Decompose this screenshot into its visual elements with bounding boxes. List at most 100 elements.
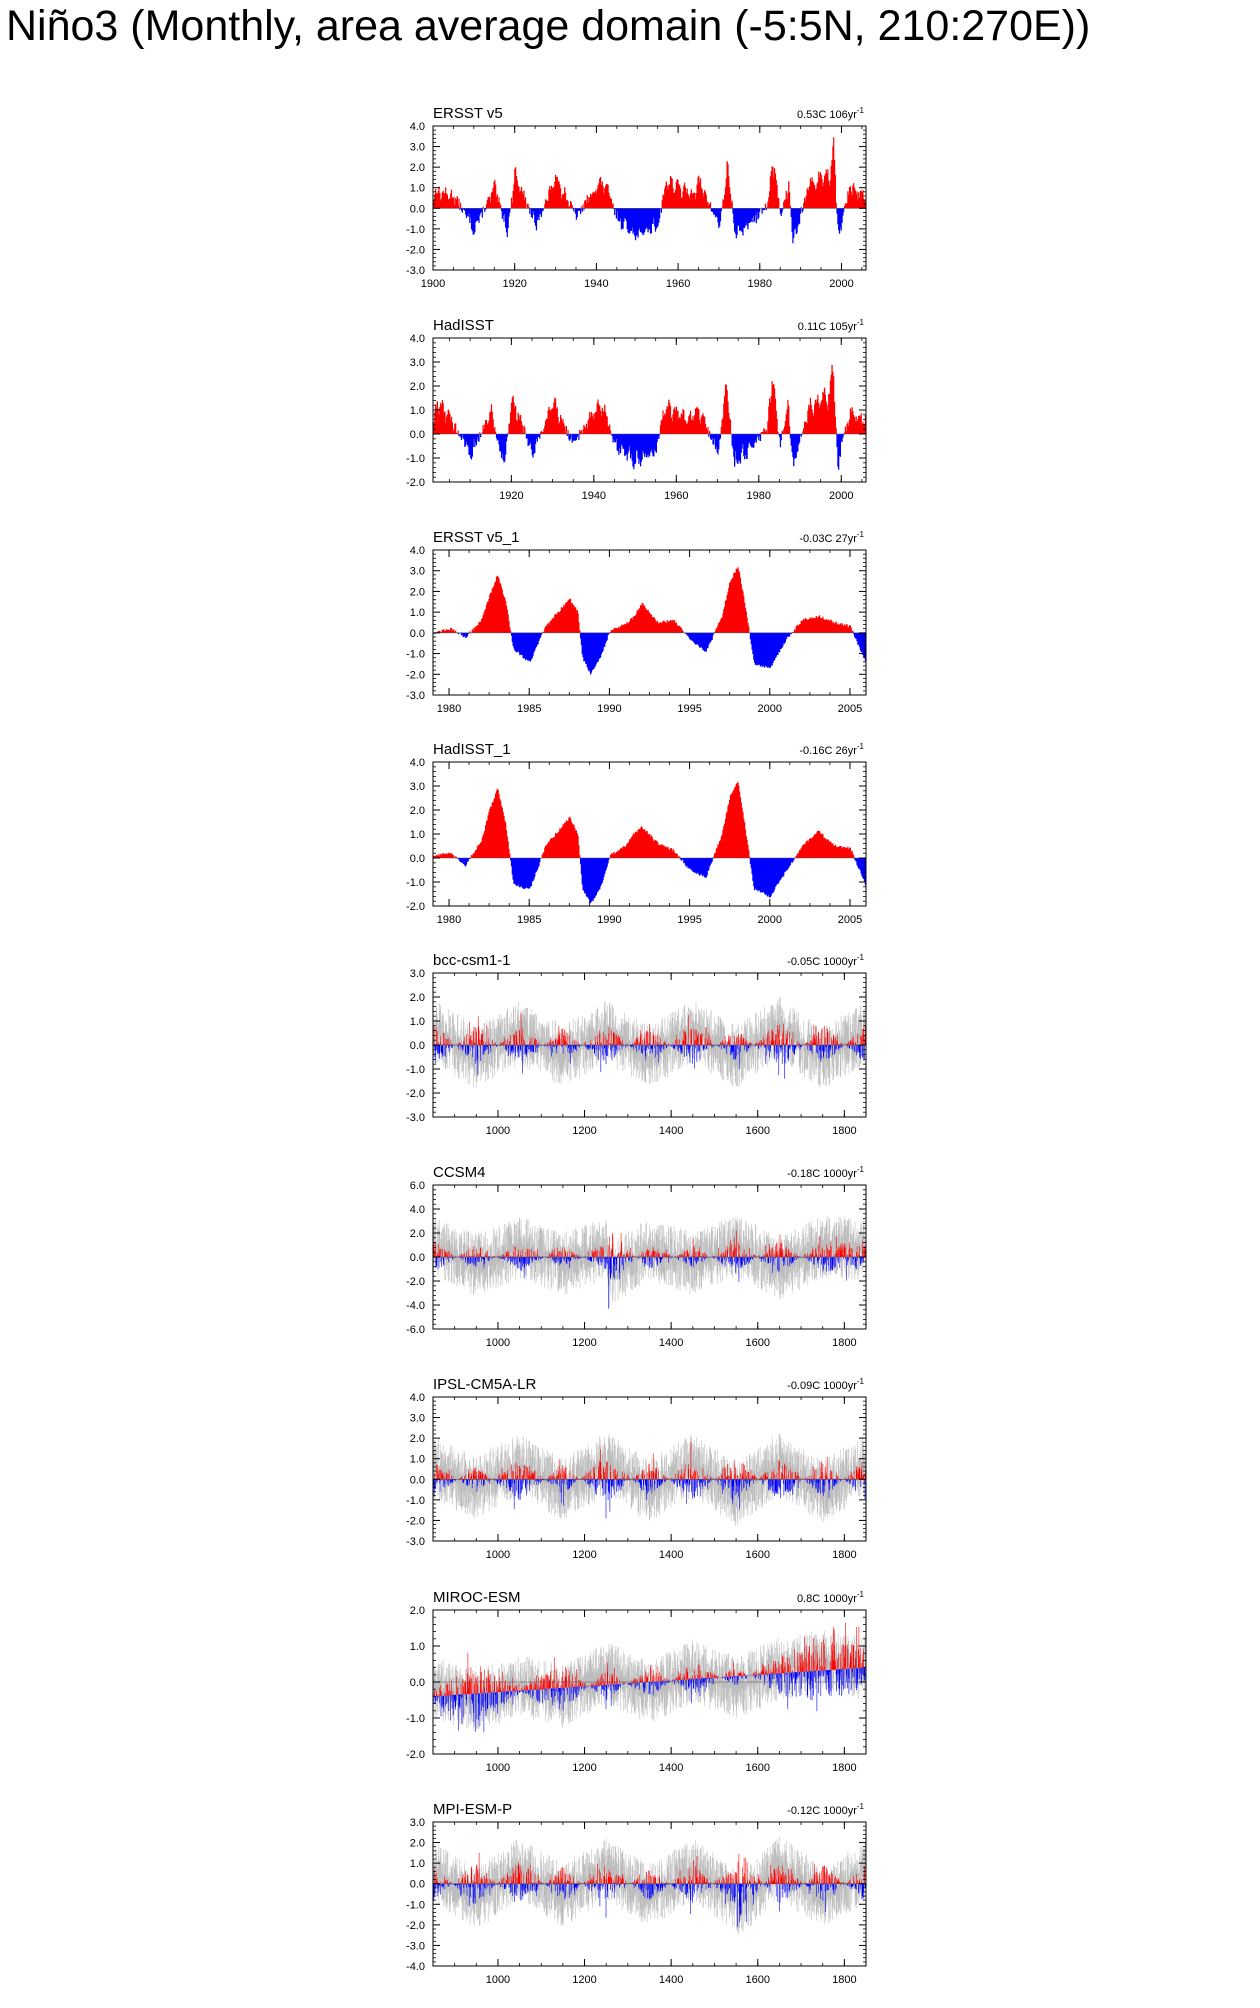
negative-anomaly-series — [433, 1045, 865, 1079]
x-tick-label: 1990 — [597, 703, 621, 715]
plot-area — [433, 567, 866, 675]
y-tick-label: -1.0 — [406, 1713, 425, 1725]
trend-label: -0.03C 27yr-1 — [799, 530, 864, 545]
x-tick-label: 1980 — [747, 490, 771, 502]
panel-title: CCSM4 — [433, 1164, 486, 1181]
y-tick-label: -3.0 — [406, 1536, 425, 1548]
y-tick-label: 4.0 — [410, 1392, 425, 1404]
x-tick-label: 1000 — [486, 1337, 510, 1349]
y-tick-label: 1.0 — [410, 1454, 425, 1466]
trend-label: 0.53C 106yr-1 — [797, 106, 865, 121]
plot-area — [433, 1216, 866, 1309]
x-tick-label: 1960 — [664, 490, 688, 502]
x-tick-label: 1980 — [437, 914, 461, 926]
trend-label: 0.8C 1000yr-1 — [797, 1590, 865, 1605]
ensemble-spread — [433, 1630, 866, 1731]
x-tick-label: 1800 — [832, 1974, 856, 1986]
y-tick-label: -2.0 — [406, 1920, 425, 1932]
chart-panel: HadISST 0.11C 105yr-1 -2.0 -1.0 0.0 1.0 2.0 3.0… — [406, 317, 867, 502]
y-tick-label: 2.0 — [410, 1433, 425, 1445]
y-tick-label: -2.0 — [406, 901, 425, 913]
y-tick-label: 6.0 — [410, 1180, 425, 1192]
x-tick-label: 1600 — [746, 1974, 770, 1986]
y-tick-label: 0.0 — [410, 429, 425, 441]
y-tick-label: 1.0 — [410, 1858, 425, 1870]
plot-area — [433, 364, 866, 470]
y-tick-label: 0.0 — [410, 1040, 425, 1052]
x-tick-label: 1940 — [584, 278, 608, 290]
y-tick-label: -1.0 — [406, 224, 425, 236]
y-tick-label: 4.0 — [410, 757, 425, 769]
trend-label: -0.09C 1000yr-1 — [787, 1377, 864, 1392]
positive-anomaly-series — [433, 782, 855, 858]
chart-panel: IPSL-CM5A-LR -0.09C 1000yr-1 -3.0 -2.0 -1.0 0… — [406, 1376, 867, 1561]
chart-panel: MIROC-ESM 0.8C 1000yr-1 -2.0 -1.0 0.0 1.0 2.0 1… — [406, 1589, 867, 1774]
x-tick-label: 2000 — [758, 703, 782, 715]
plot-area — [433, 996, 866, 1088]
plot-frame — [432, 337, 867, 483]
positive-anomaly-series — [433, 1622, 866, 1697]
chart-panel: bcc-csm1-1 -0.05C 1000yr-1 -3.0 -2.0 -1.0 0.0… — [406, 952, 867, 1137]
plot-area — [433, 1433, 866, 1527]
x-tick-label: 1200 — [572, 1974, 596, 1986]
y-tick-label: 3.0 — [410, 1413, 425, 1425]
y-tick-label: 3.0 — [410, 1817, 425, 1829]
y-tick-label: -3.0 — [406, 690, 425, 702]
negative-anomaly-series — [435, 1257, 866, 1309]
x-tick-label: 1980 — [437, 703, 461, 715]
y-tick-label: -2.0 — [406, 669, 425, 681]
chart-panel: ERSST v5_1 -0.03C 27yr-1 -3.0 -2.0 -1.0 0.0 1.… — [406, 529, 867, 715]
plot-frame — [432, 125, 867, 271]
y-tick-label: 3.0 — [410, 142, 425, 154]
x-tick-label: 1920 — [502, 278, 526, 290]
panel-title: ERSST v5 — [433, 105, 503, 122]
page-title: Niño3 (Monthly, area average domain (-5:… — [6, 2, 1091, 50]
y-tick-label: 0.0 — [410, 1677, 425, 1689]
y-tick-label: 3.0 — [410, 357, 425, 369]
trend-label: -0.05C 1000yr-1 — [787, 953, 864, 968]
y-tick-label: -2.0 — [406, 1088, 425, 1100]
negative-anomaly-series — [433, 632, 866, 675]
y-tick-label: 2.0 — [410, 805, 425, 817]
y-tick-label: 1.0 — [410, 607, 425, 619]
chart-panel: ERSST v5 0.53C 106yr-1 -3.0 -2.0 -1.0 0.0 1.0 2… — [406, 105, 867, 290]
panel-title: MPI-ESM-P — [433, 1801, 512, 1818]
x-tick-label: 1940 — [582, 490, 606, 502]
x-tick-label: 1980 — [748, 278, 772, 290]
panel-title: HadISST — [433, 317, 494, 334]
x-tick-label: 1800 — [832, 1762, 856, 1774]
x-tick-label: 1200 — [572, 1125, 596, 1137]
y-tick-label: 2.0 — [410, 1228, 425, 1240]
x-tick-label: 2000 — [758, 914, 782, 926]
negative-anomaly-series — [454, 858, 866, 904]
panel-title: IPSL-CM5A-LR — [433, 1376, 537, 1393]
y-tick-label: 4.0 — [410, 1204, 425, 1216]
chart-panel: MPI-ESM-P -0.12C 1000yr-1 -4.0 -3.0 -2.0 -1.0… — [406, 1801, 867, 1986]
x-tick-label: 1200 — [572, 1337, 596, 1349]
x-tick-label: 1400 — [659, 1549, 683, 1561]
y-tick-label: 1.0 — [410, 829, 425, 841]
y-tick-label: 1.0 — [410, 183, 425, 195]
y-tick-label: -2.0 — [406, 1276, 425, 1288]
y-tick-label: 0.0 — [410, 628, 425, 640]
x-tick-label: 1000 — [486, 1125, 510, 1137]
y-tick-label: 0.0 — [410, 1474, 425, 1486]
x-tick-label: 1400 — [659, 1337, 683, 1349]
positive-anomaly-series — [433, 364, 866, 434]
trend-label: -0.18C 1000yr-1 — [787, 1165, 864, 1180]
y-tick-label: 2.0 — [410, 381, 425, 393]
y-tick-label: -1.0 — [406, 1064, 425, 1076]
x-tick-label: 1800 — [832, 1337, 856, 1349]
plot-area — [433, 1622, 866, 1733]
x-tick-label: 1000 — [486, 1549, 510, 1561]
plot-area — [433, 1837, 866, 1935]
y-tick-label: -1.0 — [406, 877, 425, 889]
x-tick-label: 1960 — [666, 278, 690, 290]
panel-title: ERSST v5_1 — [433, 529, 519, 546]
negative-anomaly-series — [459, 208, 845, 244]
x-tick-label: 1995 — [677, 703, 701, 715]
y-tick-label: -2.0 — [406, 244, 425, 256]
plot-area — [433, 782, 866, 904]
y-tick-label: 2.0 — [410, 162, 425, 174]
x-tick-label: 1985 — [517, 914, 541, 926]
